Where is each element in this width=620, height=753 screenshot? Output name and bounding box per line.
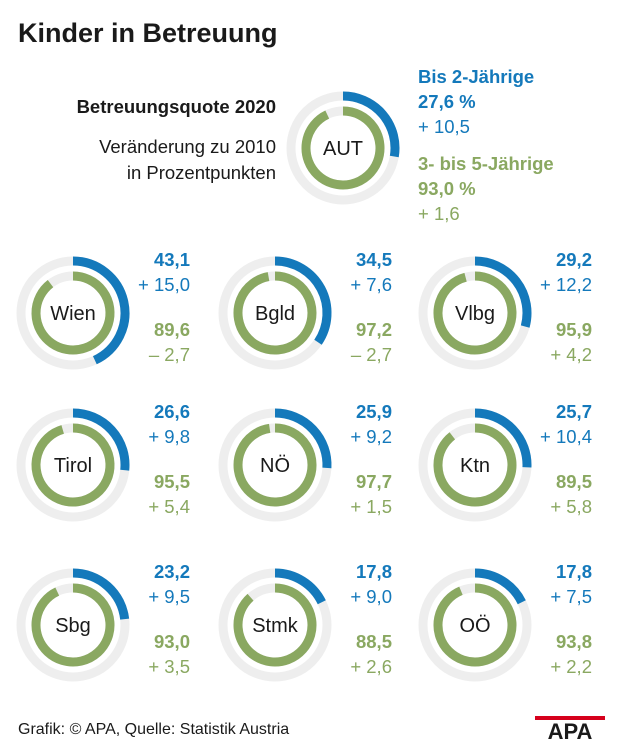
bgld-age3to5-change: – 2,7 (350, 344, 392, 365)
region-label-vlbg: Vlbg (455, 303, 495, 325)
legend-age3to5-label: 3- bis 5-Jährige (418, 153, 554, 174)
arc-age3to5-tirol (31, 423, 115, 507)
arc-under2-wien (72, 256, 130, 365)
arc-under2-tirol (72, 408, 130, 471)
arc-under2-noe (274, 408, 332, 469)
ooe-under2-change: + 7,5 (550, 586, 592, 607)
region-label-noe: NÖ (260, 455, 290, 477)
arc-age3to5-sbg (31, 583, 115, 667)
legend-under2-label: Bis 2-Jährige (418, 66, 535, 87)
vlbg-age3to5-value: 95,9 (555, 319, 592, 340)
arc-under2-aut (342, 91, 400, 158)
arc-under2-ktn (474, 408, 532, 468)
region-label-ooe: OÖ (459, 615, 490, 637)
ktn-age3to5-change: + 5,8 (550, 496, 592, 517)
arc-age3to5-ktn (433, 423, 517, 507)
donut-sbg: Sbg (16, 568, 130, 682)
donut-tirol: Tirol (16, 408, 130, 522)
donut-aut: AUT (286, 91, 400, 205)
noe-age3to5-change: + 1,5 (350, 496, 392, 517)
stmk-age3to5-change: + 2,6 (350, 656, 392, 677)
region-label-stmk: Stmk (252, 615, 299, 637)
vlbg-age3to5-change: + 4,2 (550, 344, 592, 365)
arc-under2-vlbg (474, 256, 532, 328)
bgld-under2-value: 34,5 (355, 249, 392, 270)
tirol-age3to5-change: + 5,4 (148, 496, 190, 517)
change-note-line1: Veränderung zu 2010 (99, 136, 276, 157)
arc-age3to5-vlbg (433, 271, 517, 355)
aut-age3to5-change: + 1,6 (418, 203, 460, 224)
donut-noe: NÖ (218, 408, 332, 522)
chart-subtitle: Betreuungsquote 2020 (76, 96, 276, 117)
donut-wien: Wien (16, 256, 130, 370)
arc-under2-stmk (274, 568, 326, 605)
tirol-under2-value: 26,6 (153, 401, 190, 422)
sbg-age3to5-change: + 3,5 (148, 656, 190, 677)
ooe-age3to5-change: + 2,2 (550, 656, 592, 677)
change-note-line2: in Prozentpunkten (126, 162, 276, 183)
tirol-age3to5-value: 95,5 (153, 471, 190, 492)
ktn-under2-value: 25,7 (555, 401, 592, 422)
aut-under2-value: 27,6 % (418, 91, 476, 112)
arc-age3to5-ooe (433, 583, 517, 667)
region-label-sbg: Sbg (55, 615, 91, 637)
logo-bar (535, 716, 605, 720)
region-label-tirol: Tirol (54, 455, 92, 477)
wien-under2-value: 43,1 (153, 249, 190, 270)
ktn-age3to5-value: 89,5 (555, 471, 592, 492)
stmk-under2-value: 17,8 (355, 561, 392, 582)
arc-age3to5-noe (233, 423, 317, 507)
donut-ooe: OÖ (418, 568, 532, 682)
stmk-age3to5-value: 88,5 (355, 631, 392, 652)
region-label-aut: AUT (323, 138, 363, 160)
donut-bgld: Bgld (218, 256, 332, 370)
aut-under2-change: + 10,5 (418, 116, 470, 137)
tirol-under2-change: + 9,8 (148, 426, 190, 447)
page-title: Kinder in Betreuung (18, 18, 278, 48)
vlbg-under2-value: 29,2 (555, 249, 592, 270)
ooe-under2-value: 17,8 (555, 561, 592, 582)
wien-age3to5-value: 89,6 (153, 319, 190, 340)
wien-under2-change: + 15,0 (138, 274, 190, 295)
bgld-under2-change: + 7,6 (350, 274, 392, 295)
ktn-under2-change: + 10,4 (540, 426, 592, 447)
ooe-age3to5-value: 93,8 (555, 631, 592, 652)
noe-age3to5-value: 97,7 (355, 471, 392, 492)
bgld-age3to5-value: 97,2 (355, 319, 392, 340)
arc-age3to5-bgld (233, 271, 317, 355)
arc-age3to5-aut (301, 106, 385, 190)
aut-age3to5-value: 93,0 % (418, 178, 476, 199)
arc-under2-bgld (274, 256, 332, 345)
arc-under2-ooe (474, 568, 526, 605)
sbg-under2-value: 23,2 (153, 561, 190, 582)
wien-age3to5-change: – 2,7 (148, 344, 190, 365)
arc-age3to5-stmk (233, 583, 317, 667)
donut-vlbg: Vlbg (418, 256, 532, 370)
apa-logo: APA (535, 716, 605, 740)
donut-stmk: Stmk (218, 568, 332, 682)
region-label-bgld: Bgld (255, 303, 295, 325)
vlbg-under2-change: + 12,2 (540, 274, 592, 295)
region-label-wien: Wien (50, 303, 96, 325)
arc-age3to5-wien (31, 271, 115, 355)
arc-under2-sbg (72, 568, 130, 620)
logo-text: APA (548, 719, 593, 740)
source-credit: Grafik: © APA, Quelle: Statistik Austria (18, 721, 290, 738)
donut-ktn: Ktn (418, 408, 532, 522)
sbg-under2-change: + 9,5 (148, 586, 190, 607)
region-label-ktn: Ktn (460, 455, 490, 477)
noe-under2-value: 25,9 (355, 401, 392, 422)
sbg-age3to5-value: 93,0 (153, 631, 190, 652)
noe-under2-change: + 9,2 (350, 426, 392, 447)
stmk-under2-change: + 9,0 (350, 586, 392, 607)
